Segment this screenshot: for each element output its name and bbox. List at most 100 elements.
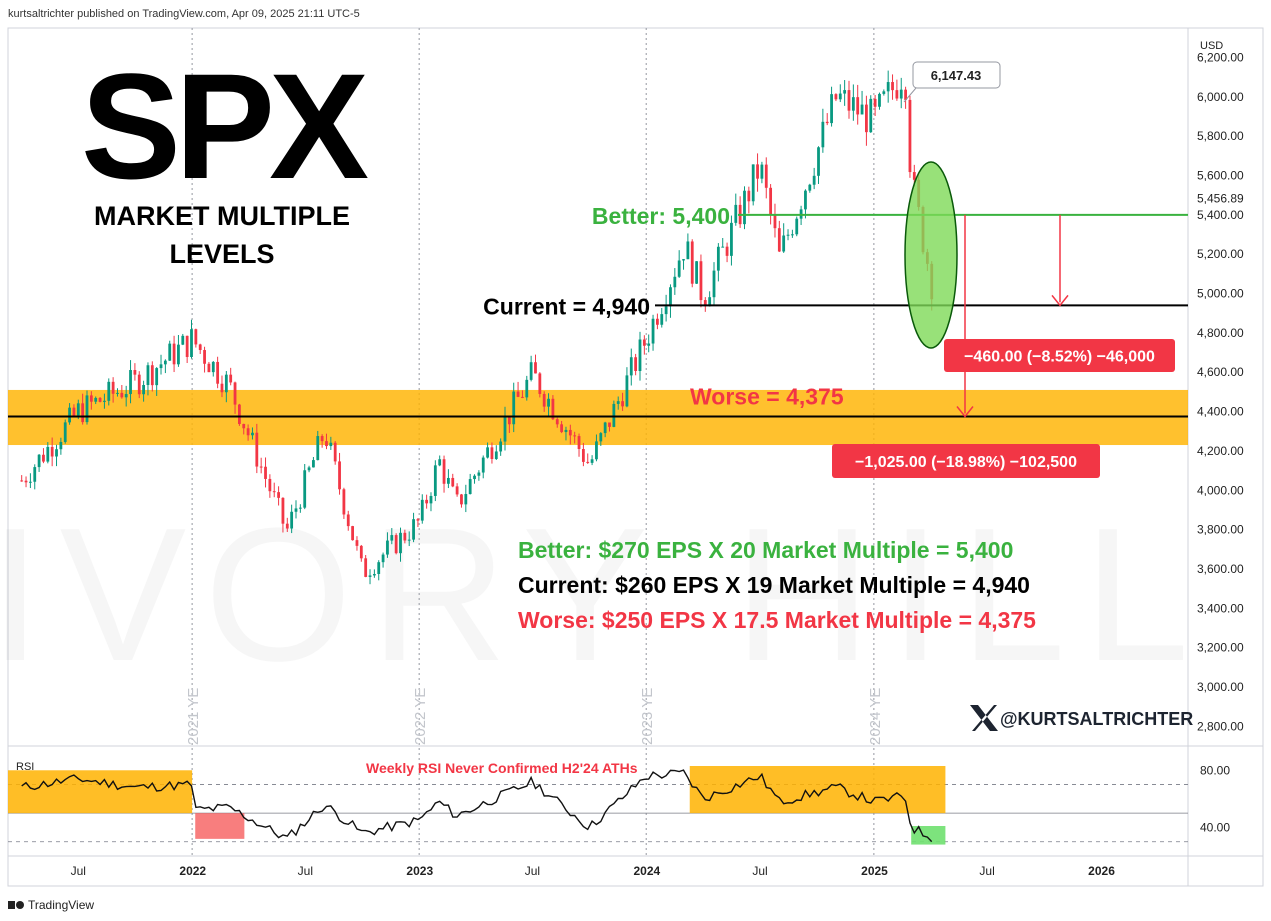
candle-body [834, 94, 838, 100]
candle-body [773, 214, 777, 229]
candle-body [499, 441, 503, 452]
candle-body [494, 451, 498, 460]
eps-equation: Current: $260 EPS X 19 Market Multiple =… [518, 572, 1030, 598]
price-tick-label: 3,600.00 [1197, 562, 1244, 576]
year-end-label: 2022 YE [412, 688, 429, 745]
candle-body [629, 357, 633, 376]
candle-body [725, 246, 729, 256]
candle-body [886, 82, 890, 92]
candle-body [386, 540, 389, 555]
candle-body [460, 494, 463, 505]
candle-body [316, 436, 320, 461]
candle-body [63, 422, 67, 442]
candle-body [94, 397, 98, 402]
candle-body [211, 361, 215, 373]
drop-highlight-ellipse [904, 161, 958, 349]
candle-body [129, 370, 132, 395]
high-callout-label: 6,147.43 [931, 68, 982, 83]
candle-body [621, 401, 624, 407]
candle-body [233, 382, 237, 405]
candle-body [133, 370, 137, 375]
price-tick-label: 5,800.00 [1197, 129, 1244, 143]
eps-equation: Better: $270 EPS X 20 Market Multiple = … [518, 537, 1013, 563]
candle-body [586, 461, 590, 463]
candle-body [647, 343, 651, 346]
measure-tag-worse-box [832, 444, 1100, 478]
price-tick-label: 5,000.00 [1197, 287, 1244, 301]
candle-body [747, 190, 751, 202]
high-callout-pointer [903, 87, 917, 103]
candle-body [608, 422, 611, 427]
time-tick-label: 2025 [861, 864, 888, 878]
year-end-label: 2023 YE [639, 688, 656, 745]
candle-body [420, 499, 424, 521]
time-tick-label: Jul [71, 864, 86, 878]
candle-body [564, 429, 568, 433]
candle-body [237, 404, 241, 424]
candle-body [682, 259, 685, 261]
candle-body [464, 494, 468, 505]
eps-equation: Worse: $250 EPS X 17.5 Market Multiple =… [518, 607, 1036, 633]
candle-body [795, 218, 799, 235]
candle-body [912, 172, 916, 180]
candle-body [89, 395, 93, 402]
candle-body [425, 499, 429, 504]
candle-body [137, 374, 141, 395]
candle-body [686, 241, 690, 260]
candle-body [547, 398, 550, 407]
price-tick-label: 4,000.00 [1197, 483, 1244, 497]
candle-body [429, 495, 433, 504]
candle-body [381, 554, 385, 563]
candle-body [150, 365, 154, 386]
candle-body [612, 403, 616, 427]
candle-body [560, 424, 564, 433]
candle-body [869, 98, 873, 133]
candle-body [72, 407, 76, 416]
candle-body [277, 492, 280, 498]
candle-body [342, 489, 346, 515]
price-tick-label: 5,400.00 [1197, 208, 1244, 222]
candle-body [878, 93, 881, 107]
candle-body [216, 361, 220, 384]
candle-body [333, 442, 337, 462]
candle-body [895, 90, 899, 99]
candle-body [660, 314, 664, 325]
candle-body [407, 539, 411, 541]
candle-body [603, 422, 607, 434]
candle-body [490, 447, 494, 460]
candle-body [272, 491, 276, 493]
candle-body [377, 562, 381, 575]
candle-body [168, 343, 172, 361]
candle-body [847, 90, 851, 111]
candle-body [355, 540, 359, 546]
candle-body [555, 419, 559, 425]
measure-tag-current-label: −460.00 (−8.52%) −46,000 [964, 349, 1155, 366]
chart-subtitle: MARKET MULTIPLE [94, 201, 350, 231]
candle-body [777, 228, 781, 252]
candle-body [782, 235, 786, 252]
candle-body [812, 175, 816, 185]
candle-body [843, 90, 847, 94]
tradingview-footer[interactable]: TradingView [8, 898, 94, 912]
candle-body [830, 94, 833, 124]
candle-body [177, 344, 180, 365]
candle-body [529, 362, 533, 380]
candle-body [224, 374, 228, 393]
candle-body [786, 234, 790, 236]
candle-body [163, 360, 167, 365]
time-tick-label: Jul [525, 864, 540, 878]
candle-body [638, 339, 642, 372]
candle-body [329, 442, 333, 447]
candle-body [298, 507, 302, 509]
candle-body [699, 261, 703, 301]
candle-body [625, 375, 629, 407]
candle-body [246, 428, 250, 436]
price-tick-label: 6,200.00 [1197, 51, 1244, 65]
price-tick-label: 3,200.00 [1197, 641, 1244, 655]
rsi-highlight [8, 770, 193, 814]
candle-body [229, 374, 233, 383]
candle-body [116, 392, 119, 394]
candle-body [42, 454, 45, 462]
candle-body [325, 441, 328, 447]
